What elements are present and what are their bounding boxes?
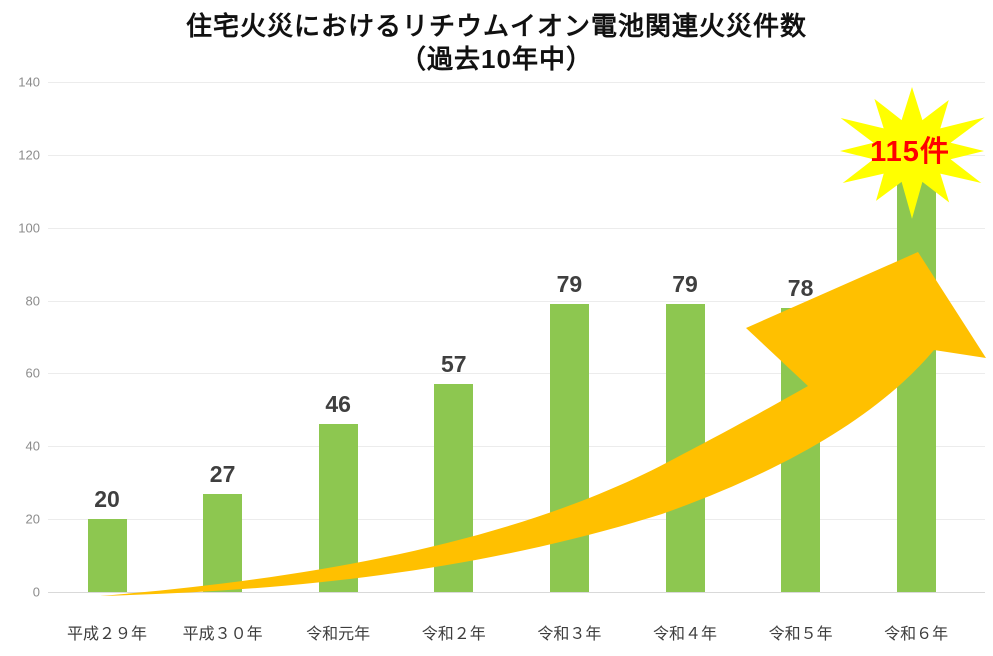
y-axis-tick-label: 20 bbox=[25, 511, 40, 527]
x-axis-category-label: 令和４年 bbox=[652, 626, 717, 643]
bar bbox=[665, 304, 705, 592]
gridline bbox=[48, 592, 985, 593]
bar-value-label: 79 bbox=[672, 271, 698, 298]
bar bbox=[87, 519, 127, 592]
x-axis-category-label: 令和３年 bbox=[537, 626, 602, 643]
x-axis-category-label: 令和２年 bbox=[421, 626, 486, 643]
bar-value-label: 27 bbox=[209, 460, 236, 487]
gridline bbox=[48, 446, 985, 448]
y-axis-tick-label: 140 bbox=[18, 74, 40, 90]
gridline bbox=[48, 82, 985, 83]
highlight-value-label: 115件 bbox=[870, 136, 950, 168]
y-axis-tick-label: 0 bbox=[32, 584, 40, 600]
gridline bbox=[48, 154, 985, 156]
bar bbox=[781, 307, 821, 592]
gridline bbox=[48, 519, 985, 521]
bar bbox=[896, 173, 936, 592]
y-axis-tick-label: 40 bbox=[25, 438, 40, 454]
x-axis-category-label: 令和５年 bbox=[768, 626, 833, 643]
bar-value-label: 46 bbox=[325, 391, 351, 418]
x-axis-category-label: 平成２９年 bbox=[66, 626, 147, 643]
chart-title-line2: （過去10年中） bbox=[400, 43, 593, 74]
chart-title-line1: 住宅火災におけるリチウムイオン電池関連火災件数 bbox=[185, 11, 807, 41]
bar-value-label: 78 bbox=[787, 274, 814, 301]
y-axis-tick-label: 100 bbox=[18, 220, 40, 236]
y-axis-tick-label: 80 bbox=[25, 293, 40, 309]
bar bbox=[203, 493, 243, 592]
chart-title: 住宅火災におけるリチウムイオン電池関連火災件数 （過去10年中） bbox=[0, 10, 993, 75]
y-axis-tick-label: 120 bbox=[18, 147, 40, 163]
bar-value-label: 20 bbox=[94, 486, 120, 513]
x-axis-category-label: 令和６年 bbox=[884, 626, 949, 643]
x-axis-category-label: 平成３０年 bbox=[182, 626, 263, 643]
bar-value-label: 79 bbox=[556, 271, 583, 298]
gridline bbox=[48, 373, 985, 375]
bar bbox=[318, 424, 358, 592]
bar bbox=[434, 384, 474, 592]
bar-value-label: 57 bbox=[441, 351, 467, 378]
bar bbox=[549, 304, 589, 592]
gridline bbox=[48, 227, 985, 229]
y-axis-tick-label: 60 bbox=[25, 365, 40, 381]
x-axis-category-label: 令和元年 bbox=[306, 626, 371, 643]
